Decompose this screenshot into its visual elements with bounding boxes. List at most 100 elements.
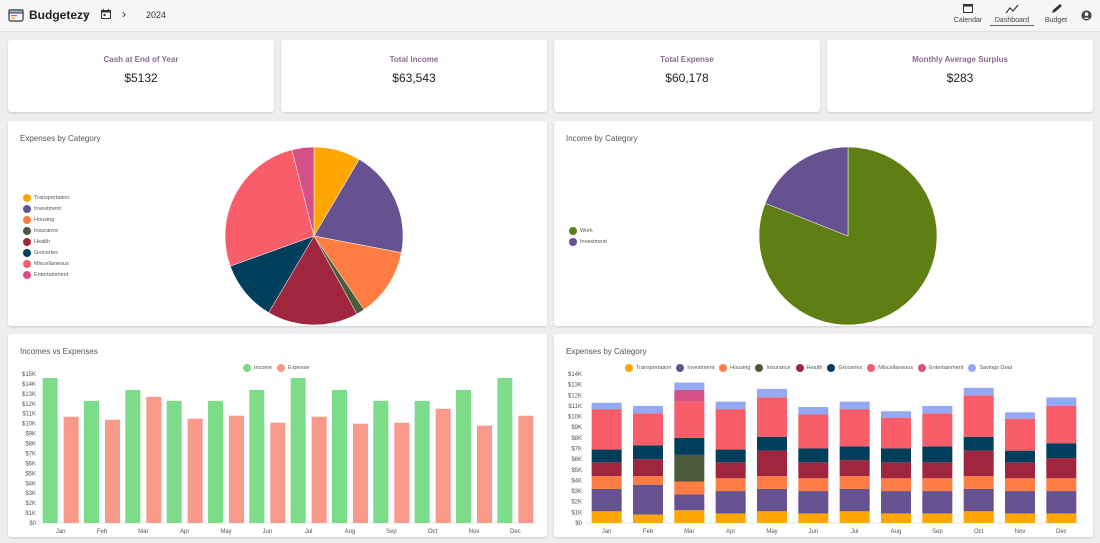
stack-segment-savings-goal-jul[interactable] — [839, 401, 870, 410]
stack-segment-health-may[interactable] — [757, 450, 787, 477]
stack-segment-transportation-apr[interactable] — [715, 513, 746, 523]
legend-item-income[interactable]: Income — [243, 364, 272, 372]
stack-segment-investment-jul[interactable] — [839, 488, 870, 512]
bar-expense-jul[interactable] — [311, 416, 327, 523]
bar-expense-mar[interactable] — [146, 396, 162, 523]
stack-segment-transportation-aug[interactable] — [881, 513, 911, 523]
stack-segment-groceries-mar[interactable] — [674, 437, 705, 455]
stack-segment-transportation-nov[interactable] — [1005, 513, 1035, 523]
stack-segment-housing-sep[interactable] — [922, 478, 953, 492]
bar-income-aug[interactable] — [332, 389, 347, 523]
legend-item-transportation[interactable]: Transportation — [625, 364, 671, 372]
bar-expense-feb[interactable] — [105, 419, 120, 523]
legend-item-investment[interactable]: Investment — [569, 236, 607, 247]
stack-segment-investment-nov[interactable] — [1005, 491, 1035, 514]
stack-segment-savings-goal-nov[interactable] — [1005, 412, 1035, 419]
legend-item-groceries[interactable]: Groceries — [827, 364, 862, 372]
stack-segment-miscellaneous-oct[interactable] — [963, 395, 994, 437]
previous-year-button[interactable]: ‹ — [84, 7, 88, 21]
stack-segment-transportation-jan[interactable] — [591, 511, 622, 523]
stack-segment-investment-aug[interactable] — [881, 491, 911, 514]
account-icon[interactable] — [1081, 10, 1092, 21]
stack-segment-groceries-nov[interactable] — [1005, 450, 1035, 463]
stack-segment-savings-goal-jan[interactable] — [591, 402, 622, 410]
pie-slice-entertainment[interactable] — [291, 146, 315, 237]
legend-item-housing[interactable]: Housing — [23, 214, 69, 225]
stack-segment-investment-oct[interactable] — [963, 488, 994, 512]
legend-item-transportation[interactable]: Transportation — [23, 192, 69, 203]
stack-segment-groceries-may[interactable] — [757, 436, 787, 451]
stack-segment-housing-feb[interactable] — [633, 476, 663, 485]
stack-segment-groceries-oct[interactable] — [963, 436, 994, 451]
stack-segment-miscellaneous-jul[interactable] — [839, 409, 870, 447]
stack-segment-groceries-dec[interactable] — [1046, 443, 1077, 459]
stack-segment-health-apr[interactable] — [715, 462, 746, 479]
legend-item-miscellaneous[interactable]: Miscellaneous — [867, 364, 913, 372]
stack-segment-transportation-mar[interactable] — [674, 510, 705, 523]
bar-income-jul[interactable] — [290, 377, 306, 523]
bar-income-may[interactable] — [208, 400, 223, 523]
legend-item-health[interactable]: Health — [795, 364, 822, 372]
stack-segment-miscellaneous-nov[interactable] — [1005, 418, 1035, 451]
stack-segment-housing-may[interactable] — [757, 476, 787, 489]
stack-segment-investment-mar[interactable] — [674, 494, 705, 511]
bar-expense-aug[interactable] — [353, 423, 368, 523]
stack-segment-savings-goal-oct[interactable] — [963, 387, 994, 396]
stack-segment-investment-dec[interactable] — [1046, 491, 1077, 514]
legend-item-investment[interactable]: Investment — [676, 364, 714, 372]
legend-item-miscellaneous[interactable]: Miscellaneous — [23, 258, 69, 269]
stack-segment-savings-goal-jun[interactable] — [798, 406, 829, 415]
stack-segment-groceries-feb[interactable] — [633, 445, 663, 460]
stack-segment-miscellaneous-jan[interactable] — [591, 409, 622, 450]
stack-segment-health-sep[interactable] — [922, 462, 953, 479]
legend-item-health[interactable]: Health — [23, 236, 69, 247]
stack-segment-entertainment-mar[interactable] — [674, 389, 705, 402]
stack-segment-investment-feb[interactable] — [633, 484, 663, 515]
stack-segment-housing-jan[interactable] — [591, 476, 622, 489]
bar-expense-sep[interactable] — [394, 422, 410, 523]
bar-income-mar[interactable] — [125, 389, 141, 523]
stack-segment-health-jan[interactable] — [591, 462, 622, 477]
stack-segment-transportation-sep[interactable] — [922, 513, 953, 523]
stack-segment-savings-goal-mar[interactable] — [674, 382, 705, 390]
stack-segment-groceries-apr[interactable] — [715, 449, 746, 463]
stack-segment-transportation-jul[interactable] — [839, 511, 870, 523]
stack-segment-health-nov[interactable] — [1005, 462, 1035, 479]
stack-segment-housing-mar[interactable] — [674, 481, 705, 495]
legend-item-insurance[interactable]: Insurance — [755, 364, 791, 372]
bar-income-nov[interactable] — [456, 389, 471, 523]
stack-segment-investment-jun[interactable] — [798, 491, 829, 514]
stack-segment-housing-nov[interactable] — [1005, 478, 1035, 492]
next-year-button[interactable]: › — [122, 7, 126, 21]
bar-expense-dec[interactable] — [518, 415, 534, 523]
stack-segment-groceries-jan[interactable] — [591, 449, 622, 463]
bar-income-jan[interactable] — [42, 377, 58, 523]
stack-segment-groceries-jun[interactable] — [798, 448, 829, 463]
stack-segment-investment-apr[interactable] — [715, 491, 746, 514]
stack-segment-miscellaneous-may[interactable] — [757, 397, 787, 437]
stack-segment-savings-goal-may[interactable] — [757, 388, 787, 398]
bar-income-apr[interactable] — [166, 400, 182, 523]
bar-expense-jun[interactable] — [270, 422, 286, 523]
stack-segment-miscellaneous-jun[interactable] — [798, 414, 829, 449]
stack-segment-health-oct[interactable] — [963, 450, 994, 477]
stack-segment-miscellaneous-feb[interactable] — [633, 413, 663, 446]
bar-expense-apr[interactable] — [187, 418, 203, 523]
bar-expense-nov[interactable] — [477, 425, 492, 523]
pie-slice-investment[interactable] — [313, 159, 404, 253]
stack-segment-groceries-jul[interactable] — [839, 446, 870, 461]
legend-item-groceries[interactable]: Groceries — [23, 247, 69, 258]
tab-calendar[interactable]: Calendar — [946, 2, 990, 24]
legend-item-insurance[interactable]: Insurance — [23, 225, 69, 236]
stack-segment-health-jun[interactable] — [798, 462, 829, 479]
bar-expense-may[interactable] — [229, 415, 244, 523]
bar-income-feb[interactable] — [84, 400, 99, 523]
stack-segment-transportation-may[interactable] — [757, 511, 787, 523]
bar-expense-oct[interactable] — [435, 408, 451, 523]
stack-segment-insurance-mar[interactable] — [674, 454, 705, 482]
stack-segment-miscellaneous-dec[interactable] — [1046, 405, 1077, 444]
stack-segment-miscellaneous-mar[interactable] — [674, 401, 705, 438]
legend-item-investment[interactable]: Investment — [23, 203, 69, 214]
stack-segment-transportation-dec[interactable] — [1046, 513, 1077, 523]
tab-budget[interactable]: Budget — [1034, 2, 1078, 24]
